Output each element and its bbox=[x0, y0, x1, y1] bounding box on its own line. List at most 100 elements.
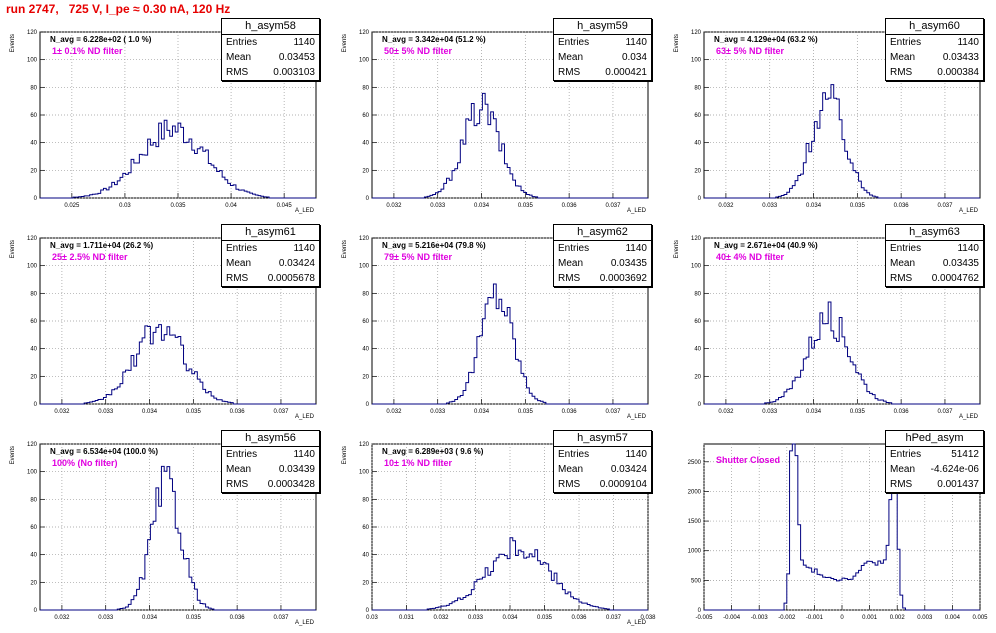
y-tick-label: 80 bbox=[694, 85, 701, 91]
x-tick-label: 0.037 bbox=[937, 203, 953, 209]
stats-value-entries: 1140 bbox=[957, 37, 979, 48]
stats-key: Mean bbox=[226, 464, 252, 475]
y-tick-label: 80 bbox=[694, 291, 701, 297]
x-tick-label: 0.036 bbox=[230, 615, 246, 621]
x-tick-label: -0.003 bbox=[751, 615, 769, 621]
navg-label: N_avg = 1.711e+04 (26.2 %) bbox=[50, 241, 154, 250]
stats-row-entries: Entries 1140 bbox=[222, 447, 319, 462]
y-tick-label: 100 bbox=[359, 470, 370, 476]
y-tick-label: 60 bbox=[694, 113, 701, 119]
x-tick-label: 0.034 bbox=[502, 615, 518, 621]
x-tick-label: 0.037 bbox=[273, 615, 289, 621]
stats-row-mean: Mean 0.03424 bbox=[554, 462, 651, 477]
stats-value-mean: -4.624e-06 bbox=[930, 464, 979, 475]
histogram-panel-h_asym60: 0.032 0.033 0.034 0.035 0.036 0.037 0 20 40 60 80 1… bbox=[664, 16, 994, 221]
x-tick-label: -0.001 bbox=[806, 615, 824, 621]
stats-key: RMS bbox=[226, 273, 249, 284]
y-axis-label: Events bbox=[10, 240, 16, 258]
stats-row-entries: Entries 1140 bbox=[554, 447, 651, 462]
y-tick-label: 100 bbox=[691, 58, 702, 64]
stats-key: Entries bbox=[558, 243, 590, 254]
stats-box: h_asym59 Entries 1140 Mean 0.034 RMS 0.000421 bbox=[553, 18, 652, 81]
y-tick-label: 80 bbox=[30, 85, 37, 91]
y-tick-label: 60 bbox=[362, 113, 369, 119]
x-tick-label: 0.035 bbox=[186, 409, 202, 415]
filter-label: 40± 4% ND filter bbox=[716, 252, 784, 262]
y-tick-label: 60 bbox=[362, 525, 369, 531]
y-tick-label: 80 bbox=[362, 497, 369, 503]
y-axis-label: Events bbox=[674, 240, 680, 258]
x-tick-label: -0.002 bbox=[778, 615, 796, 621]
y-tick-label: 2500 bbox=[688, 460, 702, 466]
x-tick-label: 0.032 bbox=[54, 409, 70, 415]
y-axis-label: Events bbox=[342, 34, 348, 52]
x-tick-label: 0.033 bbox=[430, 409, 446, 415]
stats-row-entries: Entries 1140 bbox=[886, 241, 983, 256]
x-tick-label: 0.035 bbox=[518, 409, 534, 415]
stats-row-rms: RMS 0.001437 bbox=[886, 477, 983, 492]
stats-row-mean: Mean 0.03424 bbox=[222, 256, 319, 271]
stats-key: RMS bbox=[226, 67, 249, 78]
stats-key: Entries bbox=[558, 37, 590, 48]
x-tick-label: 0.034 bbox=[474, 409, 490, 415]
y-axis-label: Events bbox=[674, 34, 680, 52]
stats-key: Mean bbox=[890, 52, 916, 63]
stats-value-rms: 0.0003692 bbox=[599, 273, 647, 284]
y-tick-label: 40 bbox=[694, 347, 701, 353]
y-tick-label: 60 bbox=[362, 319, 369, 325]
stats-value-entries: 51412 bbox=[951, 449, 979, 460]
y-tick-label: 120 bbox=[27, 236, 38, 242]
y-tick-label: 60 bbox=[30, 525, 37, 531]
y-tick-label: 0 bbox=[366, 196, 370, 202]
x-tick-label: 0.032 bbox=[386, 203, 402, 209]
stats-histogram-name: h_asym59 bbox=[554, 19, 651, 35]
filter-label: Shutter Closed bbox=[716, 455, 781, 465]
x-tick-label: 0.033 bbox=[430, 203, 446, 209]
y-tick-label: 0 bbox=[34, 402, 38, 408]
stats-row-mean: Mean 0.034 bbox=[554, 50, 651, 65]
stats-value-rms: 0.0005678 bbox=[267, 273, 315, 284]
histogram-line-h_asym63 bbox=[704, 301, 980, 405]
y-tick-label: 40 bbox=[362, 553, 369, 559]
x-axis-label: A_LED bbox=[959, 414, 979, 420]
x-tick-label: 0.001 bbox=[862, 615, 878, 621]
y-tick-label: 60 bbox=[694, 319, 701, 325]
stats-key: Entries bbox=[890, 243, 922, 254]
stats-row-rms: RMS 0.0003692 bbox=[554, 271, 651, 286]
stats-key: RMS bbox=[558, 67, 581, 78]
x-tick-label: 0.036 bbox=[571, 615, 587, 621]
stats-key: RMS bbox=[890, 67, 913, 78]
y-tick-label: 20 bbox=[30, 168, 37, 174]
x-tick-label: 0.032 bbox=[718, 203, 734, 209]
y-tick-label: 40 bbox=[694, 141, 701, 147]
histogram-svg-h_asym59: 0.032 0.033 0.034 0.035 0.036 0.037 0 20 40 60 80 1… bbox=[342, 30, 649, 214]
x-tick-label: 0.002 bbox=[890, 615, 906, 621]
stats-row-rms: RMS 0.000421 bbox=[554, 65, 651, 80]
x-tick-label: 0.035 bbox=[186, 615, 202, 621]
y-tick-label: 60 bbox=[30, 113, 37, 119]
stats-row-entries: Entries 1140 bbox=[886, 35, 983, 50]
stats-value-entries: 1140 bbox=[293, 37, 315, 48]
stats-value-rms: 0.003103 bbox=[273, 67, 315, 78]
stats-key: Entries bbox=[558, 449, 590, 460]
histogram-panel-hPed_asym: -0.005 -0.004 -0.003 -0.002 -0.001 0 0.001 0.00… bbox=[664, 428, 994, 633]
x-tick-label: 0.035 bbox=[170, 203, 186, 209]
y-tick-label: 120 bbox=[691, 30, 702, 36]
x-tick-label: 0.032 bbox=[718, 409, 734, 415]
x-tick-label: 0.03 bbox=[366, 615, 378, 621]
stats-key: Mean bbox=[226, 52, 252, 63]
histogram-panel-h_asym61: 0.032 0.033 0.034 0.035 0.036 0.037 0 20 40 60 80 1… bbox=[0, 222, 330, 427]
histogram-line-h_asym60 bbox=[704, 84, 980, 199]
stats-row-rms: RMS 0.000384 bbox=[886, 65, 983, 80]
stats-row-entries: Entries 1140 bbox=[554, 35, 651, 50]
stats-key: Entries bbox=[226, 37, 258, 48]
y-tick-label: 20 bbox=[694, 168, 701, 174]
stats-row-rms: RMS 0.0005678 bbox=[222, 271, 319, 286]
stats-key: RMS bbox=[890, 479, 913, 490]
stats-row-rms: RMS 0.0009104 bbox=[554, 477, 651, 492]
y-tick-label: 20 bbox=[362, 168, 369, 174]
stats-key: Entries bbox=[890, 37, 922, 48]
x-tick-label: 0.025 bbox=[64, 203, 80, 209]
x-tick-label: 0.032 bbox=[54, 615, 70, 621]
y-tick-label: 1000 bbox=[688, 549, 702, 555]
